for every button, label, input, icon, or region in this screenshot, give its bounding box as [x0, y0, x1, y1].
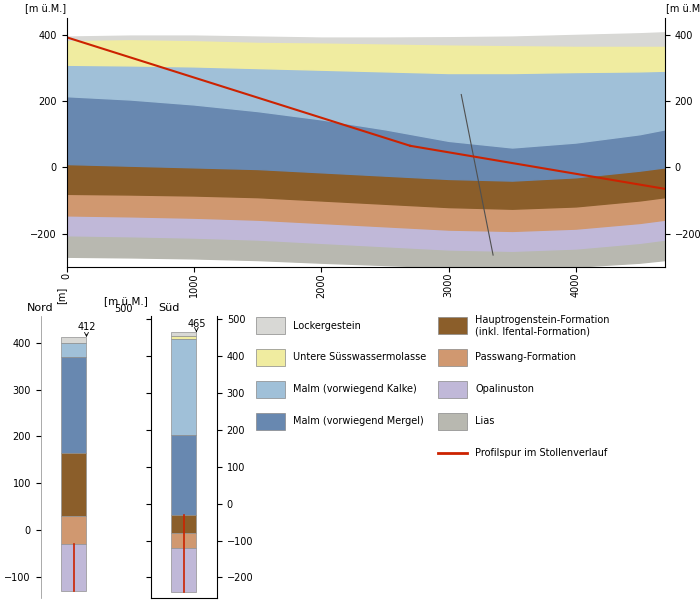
Bar: [171, 336, 197, 338]
Text: Untere Süsswassermolasse: Untere Süsswassermolasse: [293, 352, 426, 362]
Text: Lockergestein: Lockergestein: [293, 321, 361, 330]
Text: Malm (vorwiegend Mergel): Malm (vorwiegend Mergel): [293, 416, 424, 426]
Bar: [61, 343, 87, 357]
Text: Malm (vorwiegend Kalke): Malm (vorwiegend Kalke): [293, 384, 417, 394]
Bar: [171, 516, 197, 533]
Text: Hauptrogenstein-Formation
(inkl. Ifental-Formation): Hauptrogenstein-Formation (inkl. Ifental…: [475, 314, 610, 337]
Text: Süd: Süd: [158, 303, 180, 313]
Text: Opalinuston: Opalinuston: [475, 384, 534, 394]
Bar: [171, 548, 197, 592]
Bar: [171, 338, 197, 435]
Text: [m]: [m]: [56, 286, 66, 304]
Text: Profilspur im Stollenverlauf: Profilspur im Stollenverlauf: [475, 448, 608, 458]
Text: 500: 500: [114, 304, 132, 314]
Bar: [61, 544, 87, 591]
Text: 412: 412: [77, 322, 96, 337]
Text: [m ü.M.]: [m ü.M.]: [666, 4, 700, 13]
Bar: [61, 453, 87, 516]
Text: Nord: Nord: [27, 303, 54, 313]
Text: 465: 465: [187, 319, 206, 332]
Bar: [171, 533, 197, 548]
Text: [m ü.M.]: [m ü.M.]: [25, 4, 66, 13]
Bar: [61, 357, 87, 453]
Text: Lias: Lias: [475, 416, 495, 426]
Bar: [61, 516, 87, 544]
Bar: [171, 435, 197, 516]
Text: [m ü.M.]: [m ü.M.]: [104, 296, 148, 306]
Text: Passwang-Formation: Passwang-Formation: [475, 352, 576, 362]
Bar: [171, 332, 197, 336]
Bar: [61, 337, 87, 343]
